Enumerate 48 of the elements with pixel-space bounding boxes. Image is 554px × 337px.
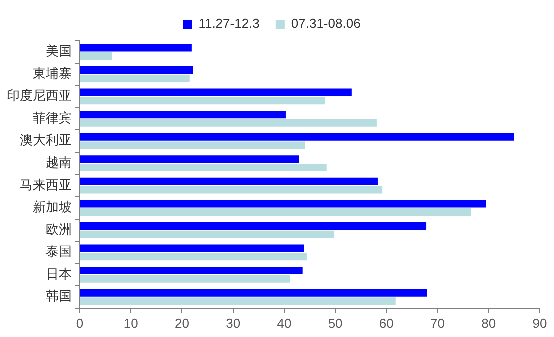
bar bbox=[80, 52, 112, 60]
bar bbox=[80, 74, 190, 82]
bar bbox=[80, 275, 290, 283]
bar bbox=[80, 200, 486, 208]
bar bbox=[80, 208, 472, 216]
x-tick-label: 80 bbox=[482, 316, 496, 331]
y-tick-label: 美国 bbox=[46, 44, 72, 59]
y-tick-label: 欧洲 bbox=[46, 222, 72, 237]
x-tick-label: 70 bbox=[430, 316, 446, 331]
bar bbox=[80, 186, 383, 194]
bar bbox=[80, 142, 306, 150]
bar bbox=[80, 44, 192, 52]
legend-label: 07.31-08.06 bbox=[291, 16, 361, 32]
x-tick-label: 10 bbox=[124, 316, 138, 331]
bar bbox=[80, 230, 335, 238]
bar bbox=[80, 119, 377, 127]
bar bbox=[80, 111, 286, 119]
y-tick-label: 印度尼西亚 bbox=[7, 88, 72, 104]
bar bbox=[80, 164, 327, 172]
bar bbox=[80, 97, 326, 105]
y-tick-label: 泰国 bbox=[46, 244, 72, 260]
y-tick-label: 新加坡 bbox=[33, 200, 72, 215]
x-tick-label: 40 bbox=[277, 316, 292, 331]
bar bbox=[80, 66, 194, 74]
bar bbox=[80, 156, 300, 164]
bar bbox=[80, 267, 303, 275]
x-tick-label: 30 bbox=[226, 316, 241, 331]
bar bbox=[80, 178, 378, 186]
bar bbox=[80, 253, 307, 261]
y-tick-label: 東埔寨 bbox=[33, 66, 72, 81]
bar bbox=[80, 88, 352, 96]
bar bbox=[80, 133, 514, 141]
bar bbox=[80, 298, 396, 306]
x-tick-label: 90 bbox=[532, 316, 548, 331]
bar bbox=[80, 244, 304, 252]
y-tick-label: 日本 bbox=[46, 266, 72, 282]
y-tick-label: 韩国 bbox=[46, 288, 72, 304]
y-tick-label: 菲律宾 bbox=[33, 110, 72, 126]
bar bbox=[80, 289, 428, 297]
x-tick-label: 0 bbox=[76, 316, 84, 331]
y-tick-label: 澳大利亚 bbox=[20, 132, 72, 148]
legend-label: 11.27-12.3 bbox=[198, 16, 260, 32]
bar bbox=[80, 222, 427, 230]
x-tick-label: 50 bbox=[328, 316, 343, 331]
y-tick-label: 越南 bbox=[46, 154, 72, 170]
y-tick-label: 马来西亚 bbox=[20, 177, 72, 192]
x-tick-label: 60 bbox=[379, 316, 394, 331]
x-tick-label: 20 bbox=[174, 316, 190, 331]
